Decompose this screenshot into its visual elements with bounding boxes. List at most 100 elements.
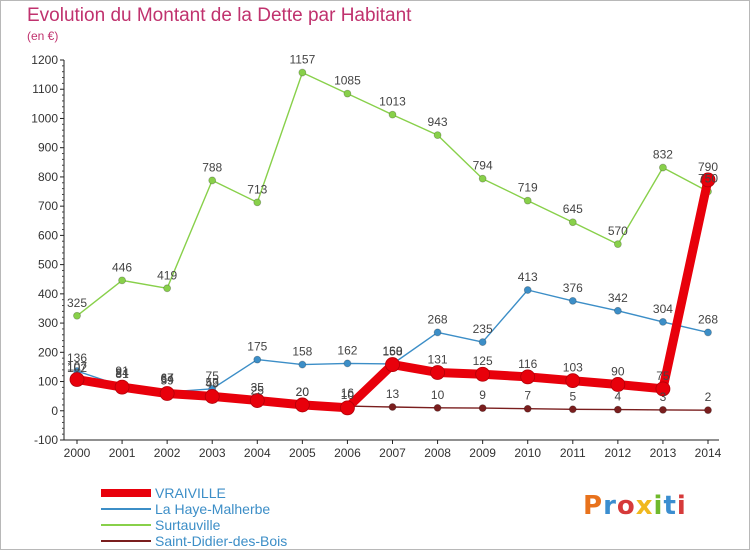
data-label-surtauville: 832: [653, 148, 673, 162]
data-label-la-haye-malherbe: 162: [337, 343, 357, 357]
x-tick-label: 2000: [64, 446, 91, 460]
axes: -100 0 100 200 300 400 500 600 700 800 900 1000 1100…: [31, 53, 721, 460]
data-point-surtauville: [433, 131, 442, 140]
data-label-surtauville: 713: [247, 182, 267, 196]
data-point-vraiville: [655, 381, 671, 397]
x-tick-label: 2009: [469, 446, 496, 460]
data-label-la-haye-malherbe: 413: [518, 270, 538, 284]
data-label-la-haye-malherbe: 376: [563, 281, 583, 295]
x-tick-label: 2004: [244, 446, 271, 460]
data-point-vraiville: [475, 366, 491, 382]
data-label-saint-didier-des-bois: 16: [341, 386, 355, 400]
x-tick-label: 2006: [334, 446, 361, 460]
y-tick-label: 900: [38, 141, 58, 155]
data-point-vraiville: [159, 386, 175, 401]
data-label-vraiville: 35: [251, 381, 265, 395]
logo-letter: P: [583, 491, 604, 521]
logo-letter: r: [603, 491, 617, 521]
data-point-vraiville: [700, 172, 716, 188]
data-point-surtauville: [523, 196, 532, 205]
data-point-vraiville: [430, 365, 445, 380]
legend-label-surtauville: Surtauville: [155, 517, 221, 533]
data-point-la-haye-malherbe: [478, 338, 487, 346]
data-label-saint-didier-des-bois: 102: [67, 361, 87, 375]
legend-label-saint-didier-des-bois: Saint-Didier-des-Bois: [155, 533, 288, 549]
data-point-la-haye-malherbe: [613, 306, 622, 315]
y-tick-label: 1000: [31, 111, 58, 125]
data-label-la-haye-malherbe: 235: [473, 322, 493, 336]
data-label-la-haye-malherbe: 304: [653, 302, 673, 316]
data-label-vraiville: 107: [67, 359, 87, 373]
data-label-vraiville: 103: [563, 361, 583, 375]
x-tick-label: 2005: [289, 446, 316, 460]
logo-letter: x: [635, 491, 654, 521]
data-label-surtauville: 1013: [379, 95, 406, 109]
legend-label-la-haye-malherbe: La Haye-Malherbe: [155, 501, 271, 517]
data-point-la-haye-malherbe: [253, 355, 262, 364]
x-tick-label: 2008: [424, 446, 451, 460]
data-point-saint-didier-des-bois: [568, 405, 577, 414]
series-layer: [69, 68, 716, 416]
data-point-surtauville: [298, 68, 307, 77]
data-label-surtauville: 446: [112, 260, 132, 274]
data-label-la-haye-malherbe: 175: [247, 340, 267, 354]
data-point-surtauville: [659, 163, 667, 172]
data-label-vraiville: 59: [160, 374, 174, 388]
x-tick-label: 2001: [109, 446, 136, 460]
data-label-vraiville: 116: [518, 357, 537, 371]
data-label-la-haye-malherbe: 268: [698, 312, 718, 326]
data-label-vraiville: 90: [611, 364, 625, 378]
x-tick-label: 2007: [379, 446, 406, 460]
y-tick-label: -100: [34, 433, 58, 447]
data-point-surtauville: [253, 198, 262, 207]
data-point-vraiville: [340, 400, 355, 416]
y-tick-label: 400: [38, 287, 58, 301]
data-label-vraiville: 81: [115, 367, 129, 381]
legend-swatch-la-haye-malherbe: [101, 508, 151, 510]
data-point-la-haye-malherbe: [659, 318, 667, 326]
data-point-la-haye-malherbe: [704, 328, 712, 337]
data-point-surtauville: [343, 89, 352, 98]
data-point-saint-didier-des-bois: [523, 404, 532, 413]
data-point-vraiville: [565, 373, 581, 389]
y-tick-label: 0: [51, 404, 58, 418]
data-label-la-haye-malherbe: 64: [160, 372, 174, 386]
chart-title: Evolution du Montant de la Dette par Hab…: [27, 5, 412, 26]
data-point-vraiville: [294, 397, 310, 413]
data-label-la-haye-malherbe: 75: [206, 369, 220, 383]
data-point-surtauville: [118, 276, 126, 285]
y-tick-label: 1200: [31, 53, 58, 67]
series-vraiville: [69, 172, 716, 416]
y-tick-label: 200: [38, 345, 58, 359]
data-point-la-haye-malherbe: [298, 360, 307, 369]
data-point-surtauville: [208, 176, 217, 185]
x-tick-label: 2013: [650, 446, 677, 460]
proxiti-logo: Proxiti: [583, 491, 687, 521]
data-point-saint-didier-des-bois: [659, 405, 667, 414]
data-point-vraiville: [204, 389, 220, 404]
data-label-surtauville: 1157: [289, 53, 315, 67]
data-label-vraiville: 49: [206, 376, 220, 390]
x-tick-label: 2003: [199, 446, 226, 460]
data-label-saint-didier-des-bois: 9: [479, 388, 486, 402]
data-label-vraiville: 10: [341, 388, 355, 402]
data-label-saint-didier-des-bois: 3: [660, 390, 667, 404]
data-point-vraiville: [69, 372, 85, 387]
data-label-saint-didier-des-bois: 13: [386, 387, 400, 401]
legend-item-saint-didier-des-bois: Saint-Didier-des-Bois: [101, 533, 361, 549]
data-label-vraiville: 75: [656, 369, 670, 383]
data-label-la-haye-malherbe: 84: [115, 366, 129, 380]
data-point-surtauville: [388, 110, 397, 119]
data-label-saint-didier-des-bois: 67: [160, 371, 174, 385]
data-label-surtauville: 1085: [334, 74, 361, 88]
logo-letter: t: [663, 491, 677, 521]
data-label-la-haye-malherbe: 342: [608, 291, 628, 305]
y-tick-label: 800: [38, 170, 58, 184]
data-label-vraiville: 125: [473, 354, 493, 368]
data-point-saint-didier-des-bois: [478, 404, 487, 413]
data-label-la-haye-malherbe: 160: [382, 344, 402, 358]
data-label-vraiville: 131: [428, 352, 448, 366]
data-point-surtauville: [73, 311, 81, 320]
data-point-vraiville: [385, 357, 400, 372]
data-label-la-haye-malherbe: 158: [292, 345, 312, 359]
